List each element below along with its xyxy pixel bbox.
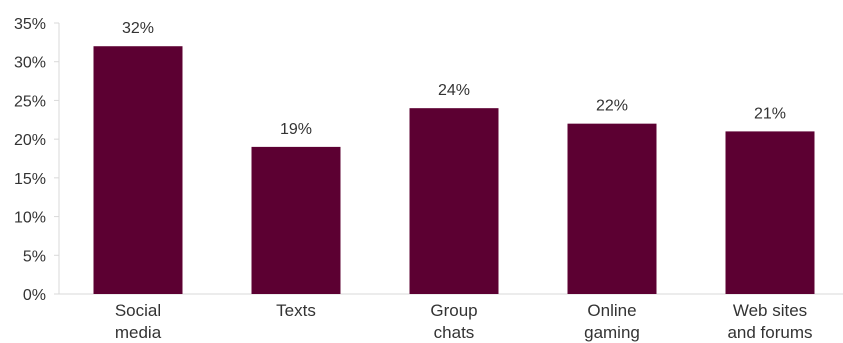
x-category-label: and forums [727, 323, 812, 342]
y-tick-label: 0% [23, 287, 46, 304]
x-category-label: Group [430, 301, 477, 320]
data-label: 24% [438, 82, 470, 99]
y-tick-label: 20% [14, 132, 46, 149]
data-label: 22% [596, 98, 628, 115]
bar [567, 123, 657, 295]
x-category-label: Online [587, 301, 636, 320]
y-tick-label: 10% [14, 210, 46, 227]
bar [251, 146, 341, 294]
y-tick-label: 5% [23, 248, 46, 265]
y-tick-label: 25% [14, 93, 46, 110]
data-label: 32% [122, 20, 154, 37]
x-category-label: Social [115, 301, 161, 320]
y-tick-label: 35% [14, 16, 46, 33]
x-category-label: Texts [276, 301, 316, 320]
y-axis: 0% 5% 10% 15% 20% 25% 30% 35% [14, 16, 60, 304]
bar [409, 108, 499, 295]
y-tick-label: 15% [14, 171, 46, 188]
category-labels: Social media Texts Group chats Online gaming We… [115, 301, 813, 342]
x-category-label: gaming [584, 323, 640, 342]
bar [725, 131, 815, 294]
data-label: 19% [280, 121, 312, 138]
data-label: 21% [754, 105, 786, 122]
y-tick-label: 30% [14, 55, 46, 72]
x-category-label: chats [434, 323, 475, 342]
data-labels: 32% 19% 24% 22% 21% [122, 20, 786, 138]
bar [93, 46, 183, 294]
x-category-label: Web sites [733, 301, 807, 320]
bars [93, 46, 815, 295]
x-category-label: media [115, 323, 162, 342]
